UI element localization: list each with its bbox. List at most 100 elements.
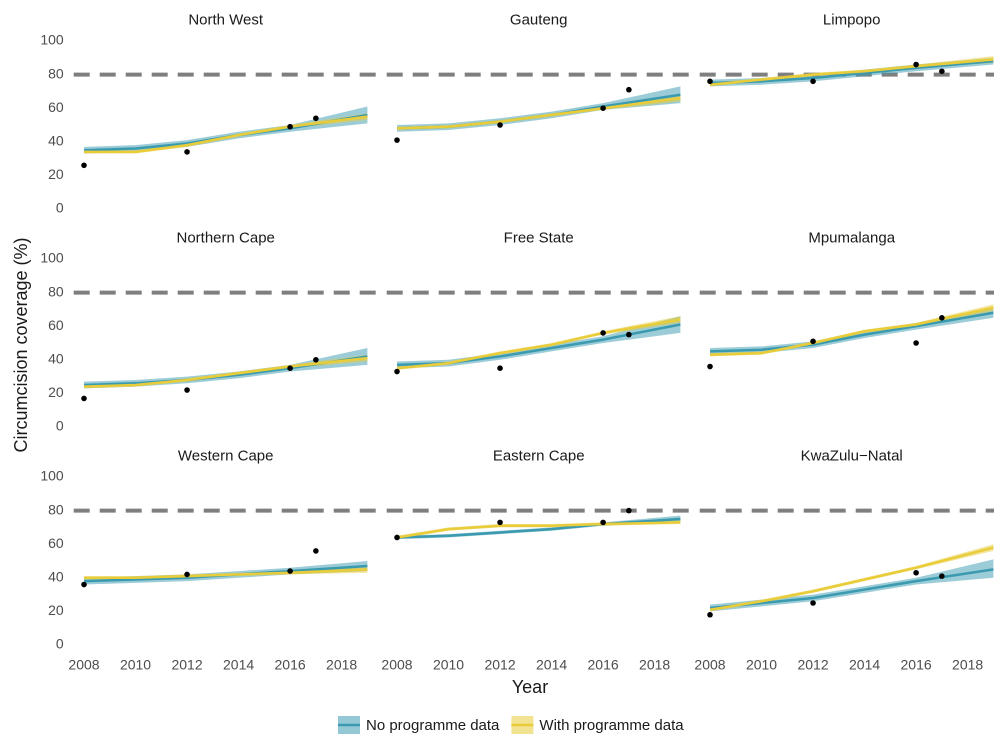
data-point [497, 365, 503, 371]
data-point [707, 78, 713, 85]
x-tick-label: 2008 [381, 656, 412, 672]
data-point [394, 534, 400, 541]
series-line [396, 318, 681, 370]
y-tick-label: 80 [48, 65, 64, 81]
data-point [497, 122, 503, 128]
y-tick-label: 60 [48, 317, 64, 333]
y-tick-label: 0 [56, 418, 64, 434]
y-tick-label: 100 [40, 250, 64, 266]
data-point [810, 600, 816, 606]
y-tick-label: 60 [48, 99, 64, 115]
data-point [939, 573, 945, 579]
x-tick-label: 2008 [694, 656, 725, 672]
data-point [394, 368, 400, 375]
ribbon [84, 348, 368, 389]
y-tick-label: 80 [48, 283, 64, 299]
legend-label: With programme data [539, 717, 684, 734]
panel-title: Limpopo [823, 11, 881, 28]
data-point [287, 568, 293, 574]
data-point [626, 331, 632, 338]
series-line [396, 521, 681, 539]
data-point [497, 519, 503, 526]
series-line [709, 311, 994, 353]
data-point [81, 395, 87, 402]
x-tick-label: 2018 [326, 656, 357, 672]
series-line [709, 546, 994, 611]
panel-title: Free State [504, 229, 574, 246]
data-point [939, 68, 945, 75]
y-tick-label: 0 [56, 200, 64, 216]
x-tick-label: 2010 [120, 656, 151, 672]
x-tick-label: 2012 [484, 656, 515, 672]
panel-title: Mpumalanga [808, 229, 895, 246]
y-tick-label: 40 [48, 132, 64, 148]
ribbon [397, 86, 681, 132]
x-tick-label: 2014 [849, 656, 880, 672]
data-point [707, 363, 713, 370]
x-tick-label: 2012 [171, 656, 202, 672]
y-tick-label: 100 [40, 468, 64, 484]
panel-title: Northern Cape [177, 229, 275, 246]
series-line [84, 568, 368, 580]
data-point [913, 61, 919, 68]
ribbon [84, 106, 368, 154]
data-point [313, 115, 319, 122]
series-line [84, 115, 368, 154]
legend-label: No programme data [366, 717, 500, 734]
data-point [313, 356, 319, 363]
data-point [810, 78, 816, 85]
y-tick-label: 20 [48, 384, 64, 400]
panel-title: Eastern Cape [493, 447, 585, 464]
panel-title: Gauteng [510, 11, 568, 28]
data-point [313, 548, 319, 554]
data-point [626, 507, 632, 514]
data-point [287, 123, 293, 130]
data-point [81, 162, 87, 169]
x-tick-label: 2014 [536, 656, 567, 672]
ribbon [397, 515, 681, 540]
panel-title: KwaZulu−Natal [801, 447, 903, 464]
x-axis-label: Year [512, 677, 548, 697]
data-point [600, 330, 606, 336]
panel-title: Western Cape [178, 447, 274, 464]
y-tick-label: 100 [40, 32, 64, 48]
y-axis-label: Circumcision coverage (%) [11, 237, 31, 452]
ribbon [397, 316, 681, 369]
series-line [709, 306, 994, 357]
x-tick-label: 2010 [746, 656, 777, 672]
data-point [913, 569, 919, 576]
series-line [709, 58, 994, 86]
data-point [81, 581, 87, 588]
data-point [600, 105, 606, 112]
data-point [184, 149, 190, 155]
series-line [396, 96, 681, 130]
x-tick-label: 2012 [797, 656, 828, 672]
y-tick-label: 40 [48, 568, 64, 584]
data-point [184, 571, 190, 578]
x-tick-label: 2018 [952, 656, 983, 672]
x-tick-label: 2016 [588, 656, 619, 672]
data-point [939, 315, 945, 321]
y-tick-label: 40 [48, 350, 64, 366]
series-line [83, 356, 368, 388]
data-point [626, 86, 632, 93]
x-tick-label: 2008 [68, 656, 99, 672]
x-tick-label: 2010 [433, 656, 464, 672]
x-tick-label: 2018 [639, 656, 670, 672]
y-tick-label: 60 [48, 535, 64, 551]
data-point [810, 338, 816, 345]
x-tick-label: 2014 [223, 656, 254, 672]
data-point [184, 387, 190, 393]
x-tick-label: 2016 [901, 656, 932, 672]
data-point [707, 611, 713, 618]
y-tick-label: 20 [48, 166, 64, 182]
panel-title: North West [188, 11, 264, 28]
x-tick-label: 2016 [275, 656, 306, 672]
data-point [287, 365, 293, 371]
y-tick-label: 20 [48, 602, 64, 618]
data-point [600, 519, 606, 526]
y-tick-label: 80 [48, 501, 64, 517]
data-point [913, 340, 919, 346]
data-point [394, 137, 400, 143]
